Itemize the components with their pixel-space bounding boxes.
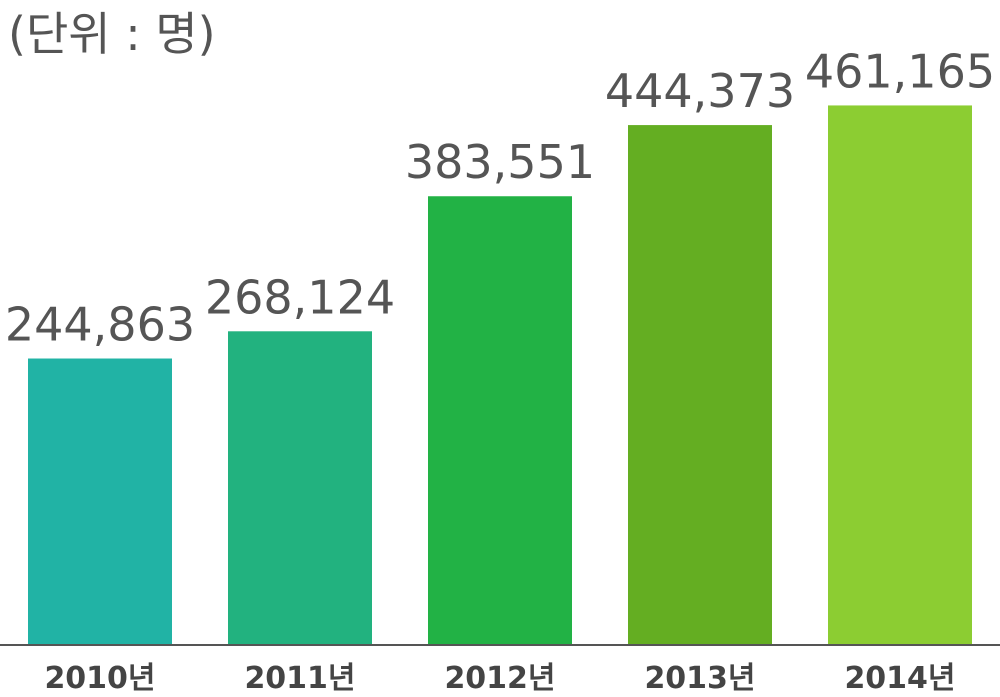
value-label-1: 268,124: [205, 270, 395, 324]
value-label-3: 444,373: [605, 64, 795, 118]
x-tick-label-3: 2013년: [644, 661, 755, 696]
bar-4: [828, 105, 972, 645]
value-label-0: 244,863: [5, 298, 195, 352]
x-tick-label-2: 2012년: [444, 661, 555, 696]
bar-2: [428, 196, 572, 645]
bar-1: [228, 331, 372, 645]
unit-label: (단위 : 명): [8, 7, 216, 61]
x-tick-label-1: 2011년: [244, 661, 355, 696]
x-tick-labels: 2010년 2011년 2012년 2013년 2014년: [44, 661, 955, 696]
value-label-4: 461,165: [805, 44, 995, 98]
value-label-2: 383,551: [405, 135, 595, 189]
bar-0: [28, 358, 172, 645]
bar-3: [628, 125, 772, 645]
bars: [28, 105, 972, 645]
x-tick-label-0: 2010년: [44, 661, 155, 696]
x-tick-label-4: 2014년: [844, 661, 955, 696]
